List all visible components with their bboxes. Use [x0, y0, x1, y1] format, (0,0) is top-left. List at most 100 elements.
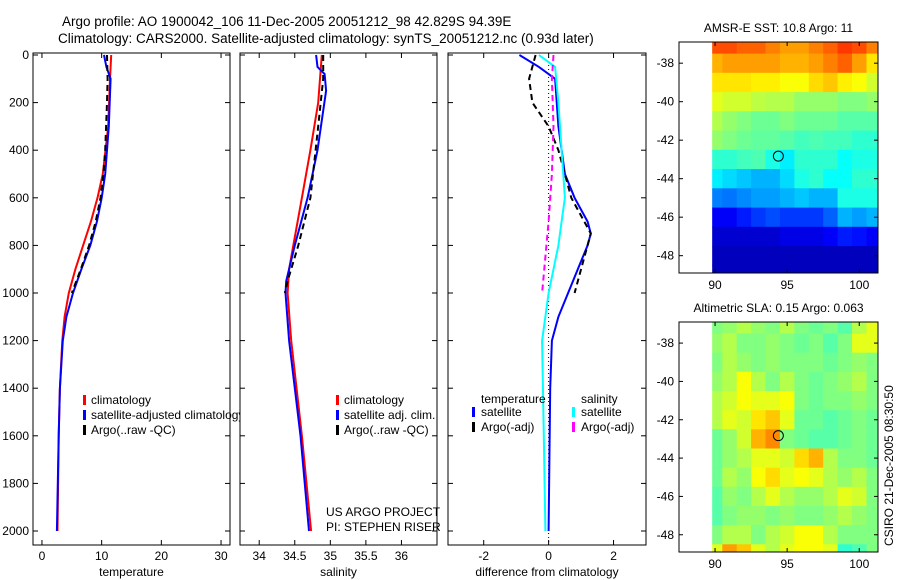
y-tick-label: 400 [9, 143, 29, 157]
temperature-panel: 0 10 20 30 0 200 400 600 800 1000 1200 1400 1600 1800… [2, 48, 244, 579]
x-tick-label: 90 [708, 557, 722, 571]
heatmap-cell [765, 169, 781, 189]
heatmap-cell [779, 188, 795, 209]
axes-frame [447, 52, 647, 546]
heatmap-cell [712, 265, 723, 273]
salinity-panel: 34 34.5 35 35.5 36 salinity climatologysatelli… [239, 52, 438, 579]
heatmap-cell [866, 506, 879, 526]
heatmap-cell [712, 188, 723, 209]
heatmap-cell [852, 149, 867, 170]
heatmap-cell [751, 111, 767, 132]
heatmap-cell [736, 53, 752, 74]
y-tick-label: 1600 [2, 429, 29, 443]
heatmap-cell [722, 448, 738, 469]
legend-swatch [336, 425, 339, 435]
heatmap-cell [779, 246, 795, 266]
heatmap-cell [712, 467, 723, 488]
y-tick-label: -38 [657, 336, 675, 350]
legend-label: satellite-adjusted climatology [91, 408, 244, 422]
y-tick-label: -42 [657, 413, 675, 427]
heatmap-cell [866, 391, 879, 411]
heatmap-cell [823, 391, 839, 411]
heatmap-cell [866, 72, 879, 93]
heatmap-cell [852, 371, 867, 392]
heatmap-cell [722, 391, 738, 411]
heatmap-cell [866, 130, 879, 151]
heatmap-cell [712, 169, 723, 189]
heatmap-cell [736, 448, 752, 469]
heatmap-cell [736, 322, 752, 335]
heatmap-cell [751, 265, 767, 273]
heatmap-cell [779, 467, 795, 488]
heatmap-cell [765, 429, 781, 450]
series-line-argo-raw-qc- [70, 54, 109, 294]
legend-label: Argo(-adj) [581, 420, 634, 434]
legend-swatch [83, 425, 86, 435]
legend-swatch [83, 395, 86, 405]
heatmap-cell [765, 506, 781, 526]
heatmap-cell [866, 448, 879, 469]
heatmap-cell [808, 169, 824, 189]
heatmap-cell [722, 333, 738, 354]
y-tick-label: 600 [9, 191, 29, 205]
heatmap-cell [837, 207, 853, 228]
heatmap-cell [722, 207, 738, 228]
y-tick-label: 1000 [2, 286, 29, 300]
heatmap-cell [722, 53, 738, 74]
heatmap-cell [866, 429, 879, 450]
heatmap-cell [852, 207, 867, 228]
heatmap-cell [823, 467, 839, 488]
x-tick-label: 20 [155, 549, 169, 563]
heatmap-cell [712, 322, 723, 335]
heatmap-cell [765, 53, 781, 74]
heatmap-cell [866, 333, 879, 354]
heatmap-cell [823, 371, 839, 392]
heatmap-cell [837, 111, 853, 132]
y-tick-label: -46 [657, 210, 675, 224]
heatmap-cell [823, 448, 839, 469]
heatmap-cell [722, 149, 738, 170]
heatmap-cell [837, 467, 853, 488]
heatmap-cell [779, 92, 795, 112]
heatmap-cell [837, 169, 853, 189]
heatmap-cell [808, 448, 824, 469]
y-tick-label: 200 [9, 96, 29, 110]
heatmap-cell [751, 429, 767, 450]
legend-swatch [336, 395, 339, 405]
legend-label: Argo(..raw -QC) [344, 423, 429, 437]
heatmap-cell [779, 207, 795, 228]
heatmap-cell [736, 371, 752, 392]
heatmap-cell [808, 42, 824, 55]
heatmap-cell [794, 333, 810, 354]
heatmap-cell [736, 352, 752, 373]
heatmap-cell [751, 92, 767, 112]
heatmap-cell [779, 525, 795, 545]
legend-swatch [336, 410, 339, 420]
heatmap-cell [736, 111, 752, 132]
heatmap-cell [866, 246, 879, 266]
y-tick-label: 2000 [2, 524, 29, 538]
heatmap-cell [823, 92, 839, 112]
heatmap-cell [722, 246, 738, 266]
axes-frame [678, 321, 879, 553]
x-tick-label: 95 [780, 557, 794, 571]
y-tick-label: -48 [657, 249, 675, 263]
heatmap-cell [722, 467, 738, 488]
heatmap-cell [808, 246, 824, 266]
heatmap-cell [808, 207, 824, 228]
heatmap-cell [808, 544, 824, 552]
heatmap-cell [794, 544, 810, 552]
heatmap-cell [808, 429, 824, 450]
y-tick-label: 800 [9, 238, 29, 252]
heatmap-cell [852, 467, 867, 488]
heatmap-cell [712, 207, 723, 228]
heatmap-cell [823, 53, 839, 74]
series-line-climatology [286, 54, 323, 532]
heatmap-cell [808, 322, 824, 335]
heatmap-cell [765, 525, 781, 545]
heatmap-cell [765, 467, 781, 488]
heatmap-cell [712, 42, 723, 55]
heatmap-cell [866, 226, 879, 247]
